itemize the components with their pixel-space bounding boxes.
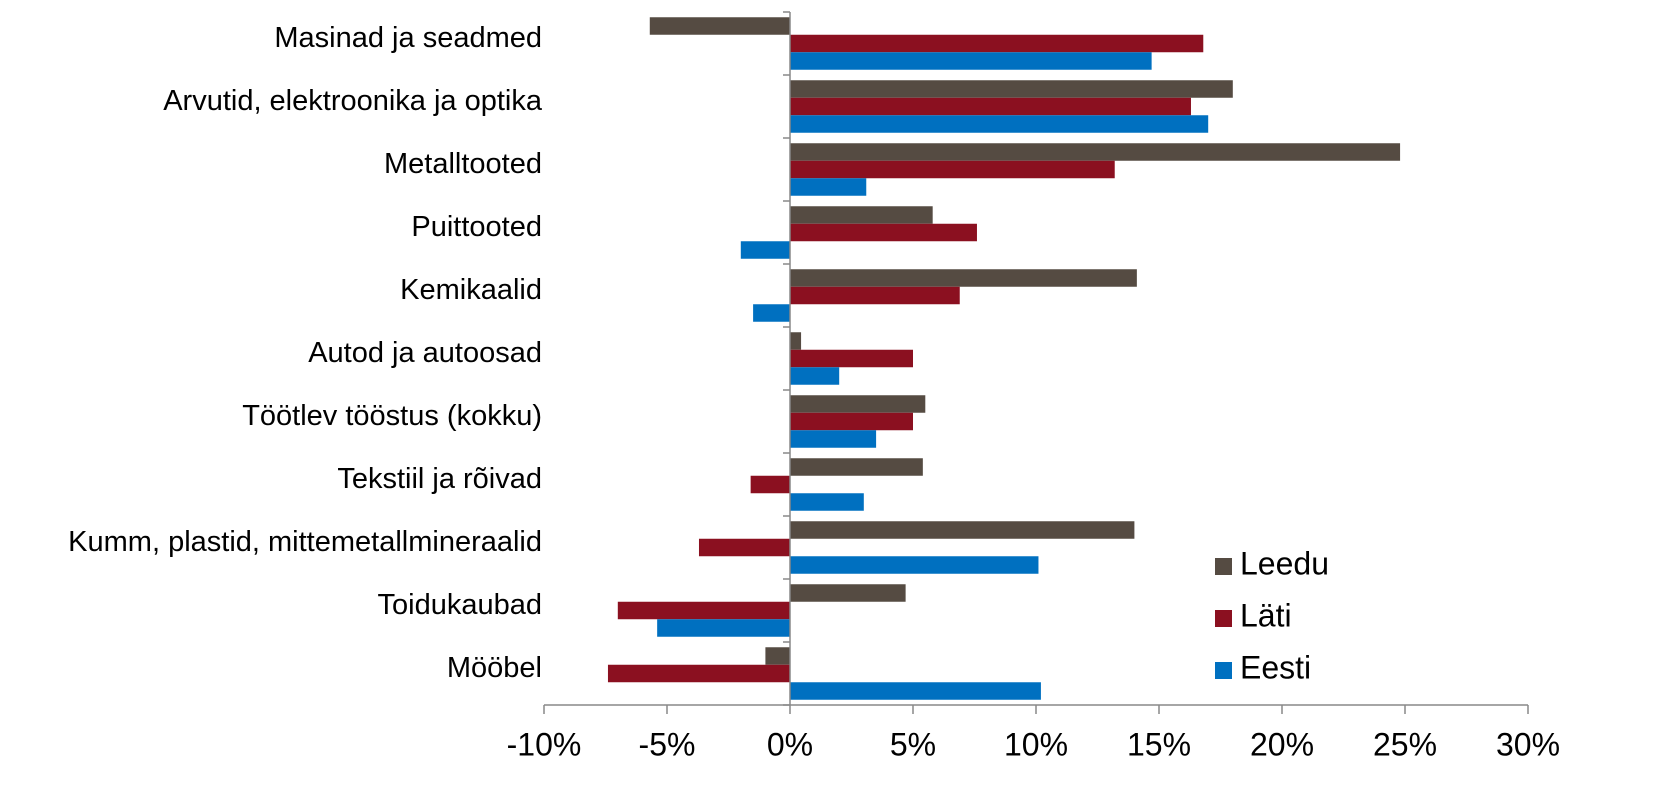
bar [790,286,960,305]
x-tick-label: 15% [1127,726,1191,762]
category-label: Puittooted [411,211,542,243]
bar [790,269,1137,287]
bar [790,682,1041,700]
category-label: Masinad ja seadmed [274,22,542,54]
bar [790,160,1115,179]
bar [790,458,923,476]
category-label: Autod ja autoosad [308,337,542,369]
x-tick-label: 30% [1496,726,1560,762]
legend-label: Leedu [1240,545,1329,581]
bar [790,556,1039,574]
category-label: Toidukaubad [378,589,542,621]
bar [790,178,867,196]
bar [753,304,790,322]
bar [750,475,790,494]
category-label: Tekstiil ja rõivad [337,463,542,495]
category-label: Kemikaalid [400,274,542,306]
bar [790,412,913,431]
category-label: Arvutid, elektroonika ja optika [163,85,543,117]
legend-label: Eesti [1240,649,1311,685]
bar [790,223,977,242]
bar [790,521,1135,539]
category-label: Mööbel [447,652,542,684]
x-tick-label: 0% [767,726,813,762]
legend-swatch [1215,610,1232,627]
bar [790,332,802,350]
bar [790,80,1233,98]
bar [790,395,926,413]
bar [790,115,1209,133]
x-tick-label: 10% [1004,726,1068,762]
bar [698,538,790,557]
x-tick-label: -5% [639,726,696,762]
bar [607,664,790,683]
bar [790,367,840,385]
category-label: Metalltooted [384,148,542,180]
bar [790,97,1191,116]
bar [790,430,877,448]
x-tick-label: 25% [1373,726,1437,762]
bar [790,143,1401,161]
bar [790,34,1204,53]
bar [790,584,906,602]
x-tick-label: 20% [1250,726,1314,762]
legend-swatch [1215,662,1232,679]
legend-swatch [1215,558,1232,575]
bar [790,349,913,368]
category-label: Töötlev tööstus (kokku) [242,400,542,432]
x-tick-label: 5% [890,726,936,762]
bar [765,647,790,665]
bar [657,619,790,637]
legend-label: Läti [1240,597,1292,633]
bar [617,601,790,620]
bar [649,17,790,35]
bar [790,52,1152,70]
category-label: Kumm, plastid, mittemetallmineraalid [68,526,542,558]
x-tick-label: -10% [507,726,582,762]
bar [790,206,933,224]
bar [790,493,864,511]
bar [740,241,790,259]
